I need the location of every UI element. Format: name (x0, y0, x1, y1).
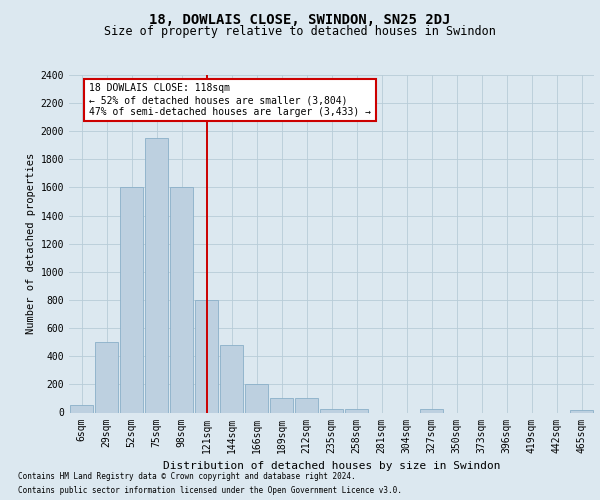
Bar (245, 384, 268, 412)
Bar (320, 409, 343, 412)
Text: 18 DOWLAIS CLOSE: 118sqm
← 52% of detached houses are smaller (3,804)
47% of sem: 18 DOWLAIS CLOSE: 118sqm ← 52% of detach… (89, 84, 371, 116)
Bar (270, 398, 293, 412)
Bar (120, 188, 143, 412)
Bar (345, 409, 368, 412)
Text: Contains public sector information licensed under the Open Government Licence v3: Contains public sector information licen… (18, 486, 402, 495)
Bar (170, 188, 193, 412)
Y-axis label: Number of detached properties: Number of detached properties (26, 153, 37, 334)
Bar (295, 398, 318, 412)
Bar (420, 409, 443, 412)
X-axis label: Distribution of detached houses by size in Swindon: Distribution of detached houses by size … (163, 461, 500, 471)
Text: Contains HM Land Registry data © Crown copyright and database right 2024.: Contains HM Land Registry data © Crown c… (18, 472, 356, 481)
Bar (220, 345, 243, 412)
Bar (145, 138, 168, 412)
Text: Size of property relative to detached houses in Swindon: Size of property relative to detached ho… (104, 25, 496, 38)
Bar (70, 406, 93, 412)
Text: 18, DOWLAIS CLOSE, SWINDON, SN25 2DJ: 18, DOWLAIS CLOSE, SWINDON, SN25 2DJ (149, 12, 451, 26)
Bar (195, 300, 218, 412)
Bar (95, 342, 118, 412)
Bar (570, 410, 593, 412)
